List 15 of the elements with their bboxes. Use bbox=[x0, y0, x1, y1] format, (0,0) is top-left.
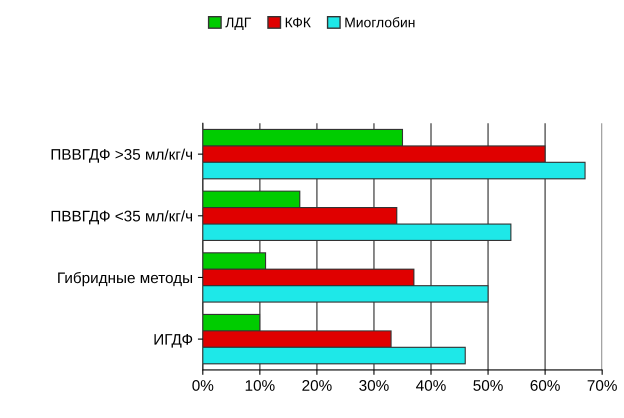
x-tick-label: 10% bbox=[246, 380, 275, 391]
x-tick-label: 50% bbox=[473, 380, 503, 391]
x-tick-label: 20% bbox=[302, 380, 332, 391]
legend-label: ЛДГ bbox=[225, 18, 252, 30]
x-tick-label: 0% bbox=[192, 380, 214, 391]
y-tick-label: ПВВГДФ <35 мл/кг/ч bbox=[52, 210, 192, 224]
legend-label: КФК bbox=[286, 18, 311, 28]
x-tick-label: 60% bbox=[530, 380, 560, 391]
x-tick-label: 70% bbox=[588, 380, 617, 391]
y-tick-label: ИГДФ bbox=[154, 334, 192, 348]
y-tick-label: Гибридные методы bbox=[58, 272, 192, 286]
legend-label: Миоглобин bbox=[345, 17, 414, 28]
x-tick-label: 30% bbox=[359, 380, 389, 391]
x-tick-label: 40% bbox=[416, 380, 446, 391]
y-tick-label: ПВВГДФ >35 мл/кг/ч bbox=[52, 148, 192, 163]
